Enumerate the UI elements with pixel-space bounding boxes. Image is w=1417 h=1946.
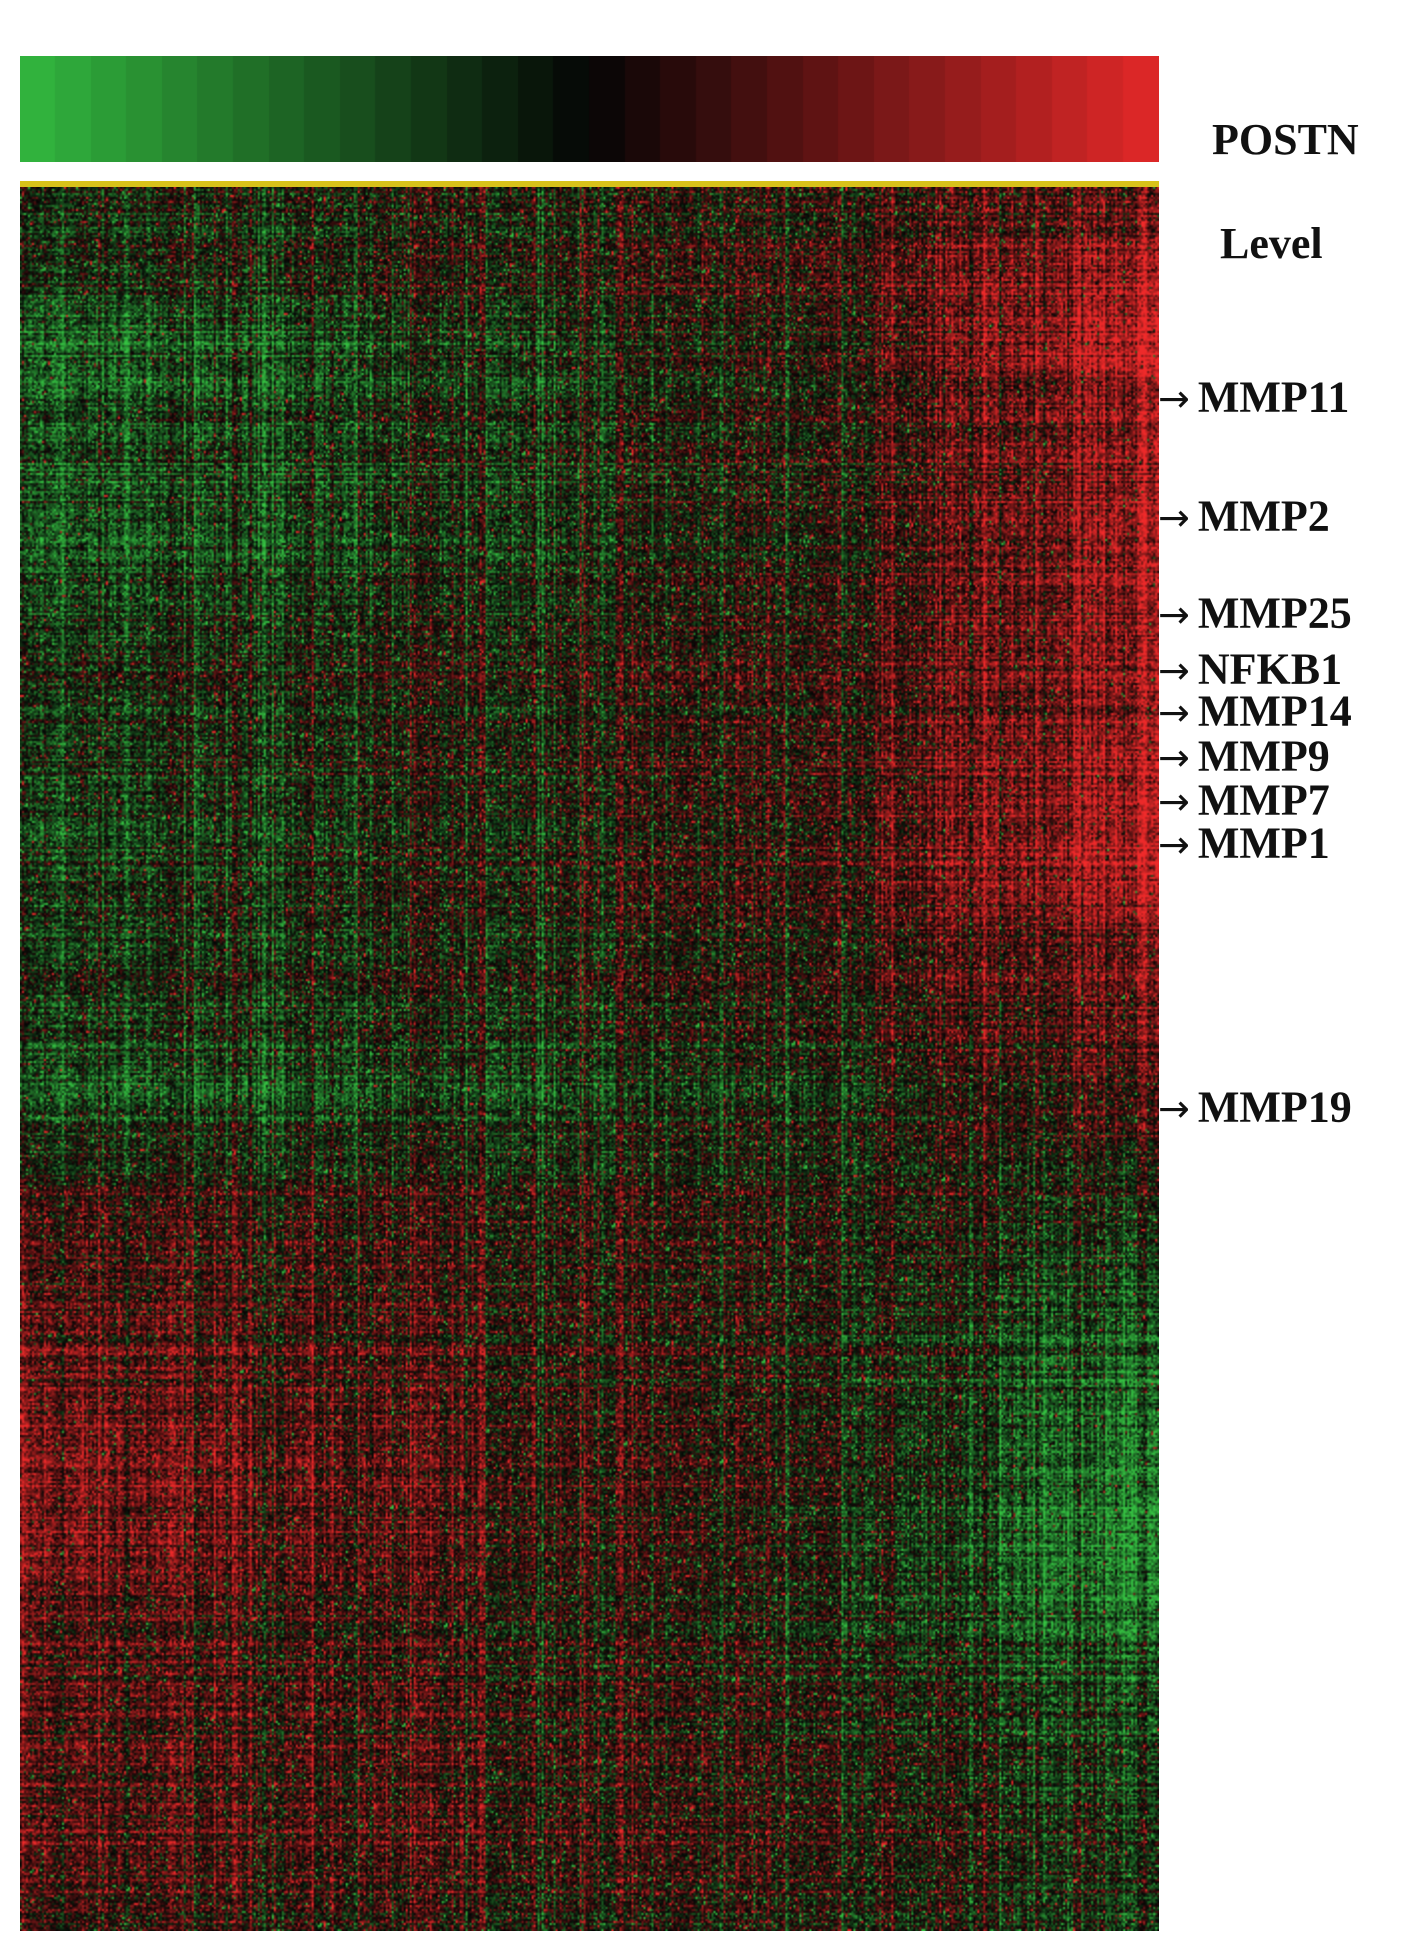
legend-title-line1: POSTN [1212,115,1359,164]
gene-name: MMP1 [1197,818,1330,868]
gene-name: MMP14 [1197,686,1352,736]
gene-label-mmp14: → MMP14 [1158,686,1352,736]
gene-name: MMP7 [1197,775,1330,825]
gene-label-mmp25: → MMP25 [1158,588,1352,638]
gene-label-nfkb1: → NFKB1 [1158,644,1343,694]
right-arrow-icon: → [1158,1086,1190,1131]
gene-label-mmp9: → MMP9 [1158,731,1330,781]
right-arrow-icon: → [1158,779,1190,824]
right-arrow-icon: → [1158,822,1190,867]
right-arrow-icon: → [1158,592,1190,637]
right-arrow-icon: → [1158,648,1190,693]
right-arrow-icon: → [1158,495,1190,540]
right-arrow-icon: → [1158,376,1190,421]
heatmap-top-line [20,181,1159,187]
legend-title-line2: Level [1220,219,1323,268]
right-arrow-icon: → [1158,735,1190,780]
gene-label-mmp11: → MMP11 [1158,372,1350,422]
gene-name: MMP9 [1197,731,1330,781]
postn-level-gradient-bar [20,56,1159,162]
gene-name: MMP19 [1197,1082,1352,1132]
gene-name: NFKB1 [1197,644,1343,694]
gene-label-mmp1: → MMP1 [1158,818,1330,868]
gene-label-mmp7: → MMP7 [1158,775,1330,825]
right-arrow-icon: → [1158,690,1190,735]
gene-name: MMP25 [1197,588,1352,638]
gene-label-mmp19: → MMP19 [1158,1082,1352,1132]
legend-title: POSTN Level [1212,62,1359,322]
gene-name: MMP2 [1197,491,1330,541]
expression-heatmap [20,187,1159,1931]
gene-label-mmp2: → MMP2 [1158,491,1330,541]
gene-name: MMP11 [1197,372,1350,422]
